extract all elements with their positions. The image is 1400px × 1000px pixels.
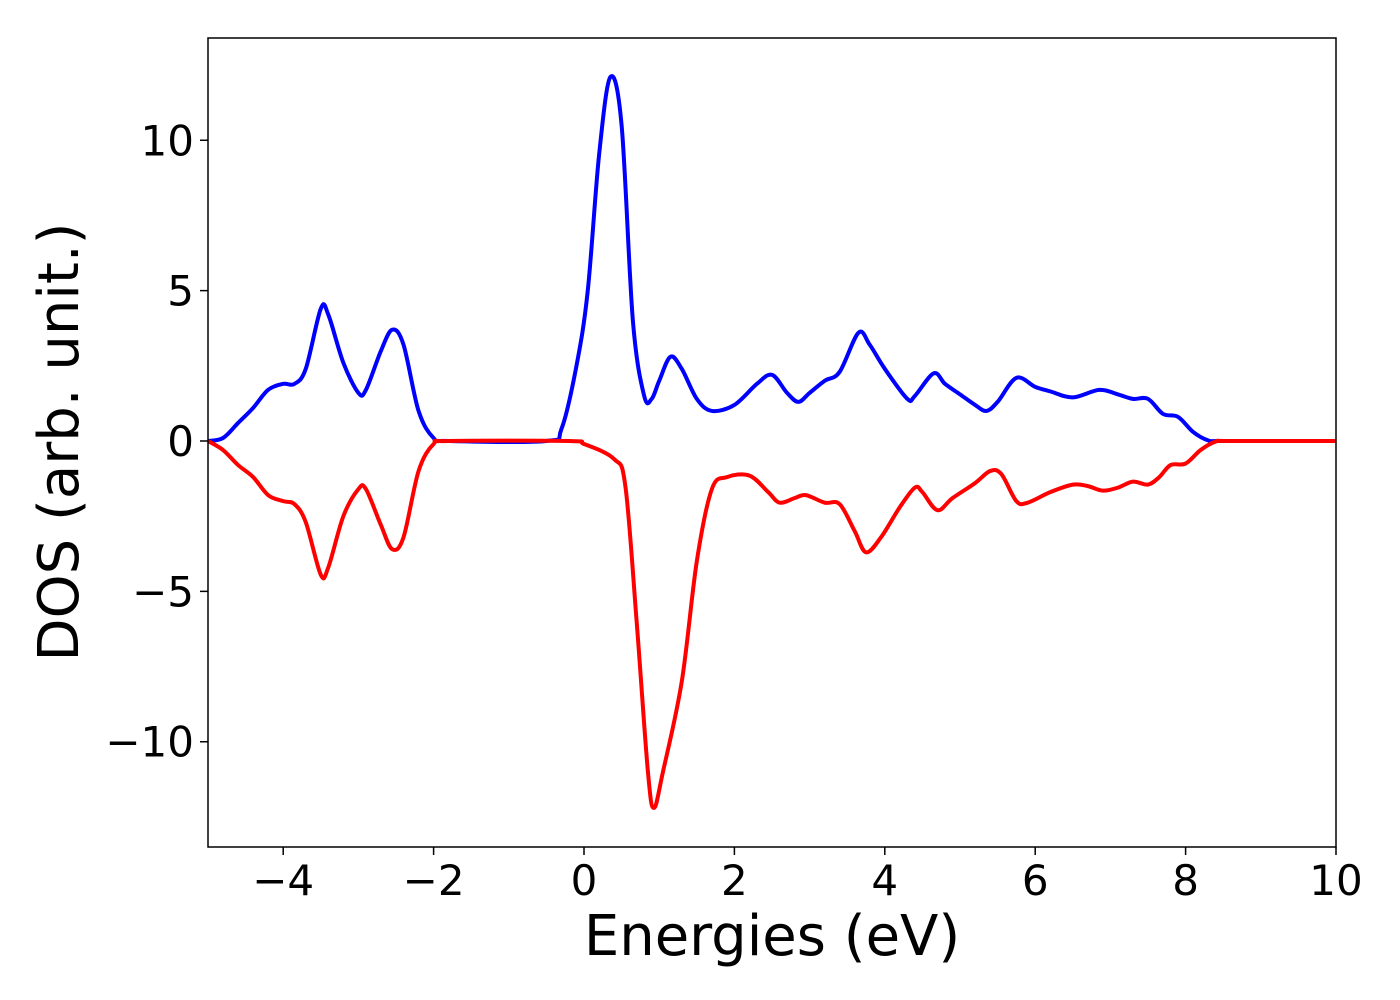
x-tick-label: −2 — [403, 856, 465, 905]
y-tick-label: −5 — [132, 567, 194, 616]
x-tick-label: 4 — [871, 856, 898, 905]
x-tick-label: 8 — [1172, 856, 1199, 905]
x-tick-label: 2 — [721, 856, 748, 905]
x-tick-label: 0 — [571, 856, 598, 905]
y-tick-label: 0 — [167, 417, 194, 466]
plot-frame — [207, 37, 1337, 848]
y-tick-label: 10 — [141, 116, 194, 165]
x-tick-label: −4 — [252, 856, 314, 905]
dos-line — [208, 74, 1336, 445]
dos-line — [208, 438, 1336, 810]
y-tick-label: −10 — [105, 718, 194, 767]
x-axis-label: Energies (eV) — [584, 904, 960, 969]
y-tick-label: 5 — [167, 267, 194, 316]
x-tick-label: 6 — [1022, 856, 1049, 905]
x-tick-label: 10 — [1309, 856, 1362, 905]
y-axis-label: DOS (arb. unit.) — [27, 222, 92, 661]
